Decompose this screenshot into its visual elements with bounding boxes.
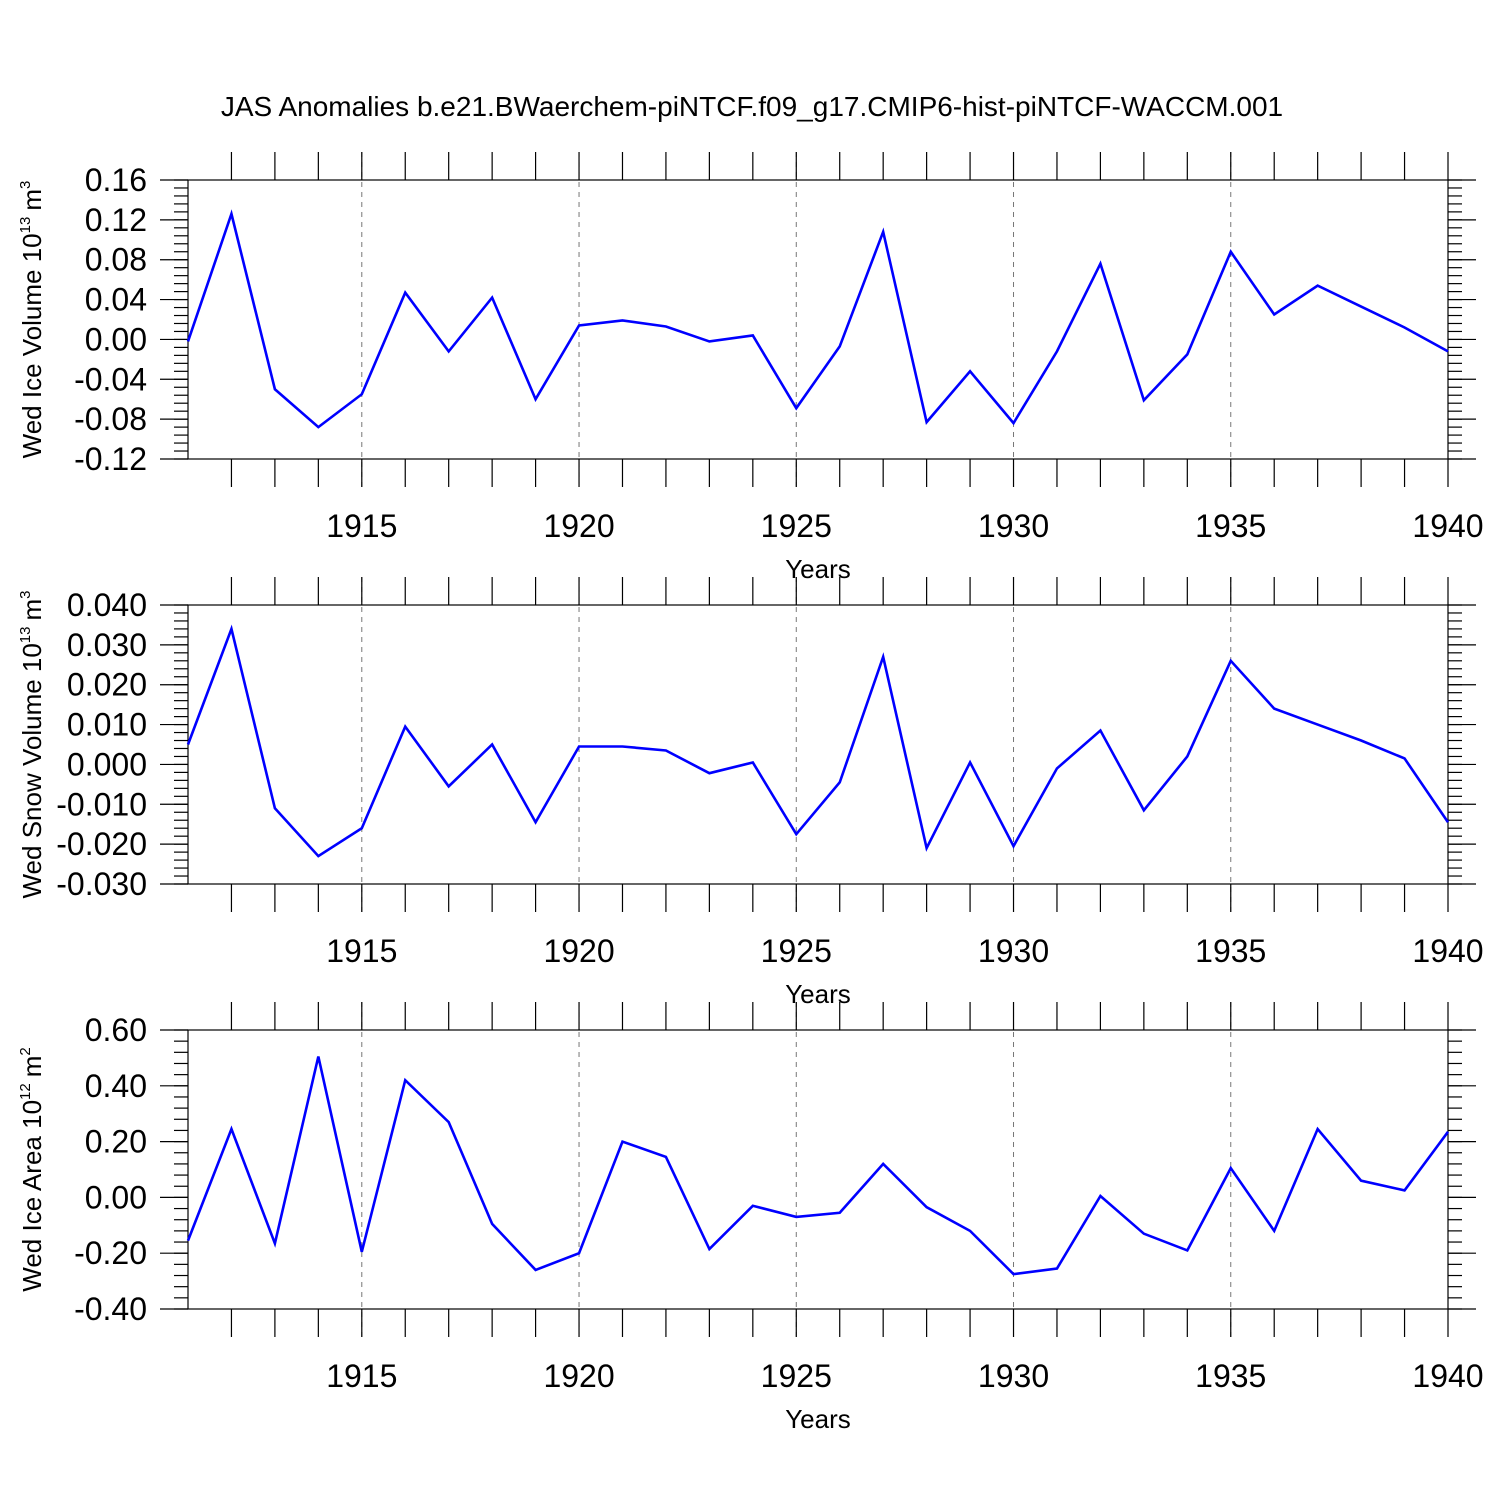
plot-frame <box>187 604 1449 885</box>
y-axis-title: Wed Ice Area 1012 m2 <box>17 1047 47 1291</box>
plot-frame <box>187 1029 1449 1310</box>
y-tick-label: 0.00 <box>85 1179 147 1215</box>
y-axis-title-exponent: 13 <box>17 217 34 234</box>
y-tick-label: -0.010 <box>56 786 147 822</box>
x-tick-label: 1930 <box>978 933 1049 969</box>
x-axis-title: Years <box>785 554 851 584</box>
x-tick-label: 1925 <box>761 1358 832 1394</box>
x-tick-label: 1935 <box>1195 933 1266 969</box>
series-line <box>186 1056 1450 1276</box>
y-axis-title-unit-exponent: 3 <box>17 590 34 598</box>
y-axis-title-exponent: 13 <box>17 626 34 643</box>
y-tick-label: 0.020 <box>67 667 147 703</box>
y-tick-label: 0.16 <box>85 162 147 198</box>
y-axis-title: Wed Snow Volume 1013 m3 <box>17 590 47 898</box>
y-tick-label: 0.000 <box>67 746 147 782</box>
x-tick-label: 1915 <box>326 933 397 969</box>
x-tick-label: 1925 <box>761 933 832 969</box>
x-tick-label: 1930 <box>978 1358 1049 1394</box>
x-tick-label: 1940 <box>1412 508 1483 544</box>
figure-title: JAS Anomalies b.e21.BWaerchem-piNTCF.f09… <box>221 91 1283 122</box>
x-tick-label: 1930 <box>978 508 1049 544</box>
y-tick-label: 0.030 <box>67 627 147 663</box>
y-axis-title-unit: m <box>17 599 47 621</box>
y-axis-title: Wed Ice Volume 1013 m3 <box>17 181 47 459</box>
x-tick-label: 1920 <box>543 1358 614 1394</box>
chart-panel-3: -0.40 -0.20 0.00 0.20 0.40 0.60 1915 1920 1925 19… <box>17 1002 1484 1434</box>
x-axis-title: Years <box>785 1404 851 1434</box>
y-tick-label: -0.12 <box>74 441 147 477</box>
y-tick-label: 0.00 <box>85 321 147 357</box>
y-axis-title-text: Wed Ice Volume 10 <box>17 233 47 458</box>
x-axis-title: Years <box>785 979 851 1009</box>
y-tick-label: 0.20 <box>85 1124 147 1160</box>
y-tick-label: 0.010 <box>67 707 147 743</box>
y-tick-label: -0.020 <box>56 826 147 862</box>
x-tick-label: 1920 <box>543 933 614 969</box>
x-tick-label: 1940 <box>1412 1358 1483 1394</box>
plot-frame <box>187 179 1449 460</box>
y-axis-title-unit: m <box>17 1056 47 1078</box>
y-tick-label: 0.60 <box>85 1012 147 1048</box>
chart-panel-1: -0.12 -0.08 -0.04 0.000.04 0.08 0.12 0.16 1915 1… <box>17 152 1484 584</box>
series-line <box>186 624 1450 858</box>
y-tick-label: 0.40 <box>85 1068 147 1104</box>
y-tick-label: -0.20 <box>74 1235 147 1271</box>
y-tick-label: -0.030 <box>56 866 147 902</box>
y-tick-label: -0.08 <box>74 401 147 437</box>
x-tick-label: 1915 <box>326 1358 397 1394</box>
y-tick-label: -0.04 <box>74 361 147 397</box>
series-line <box>186 209 1449 429</box>
y-axis-title-unit-exponent: 3 <box>17 181 34 189</box>
x-tick-label: 1920 <box>543 508 614 544</box>
y-axis-title-unit-exponent: 2 <box>17 1047 34 1055</box>
x-tick-label: 1915 <box>326 508 397 544</box>
y-axis-title-text: Wed Ice Area 10 <box>17 1100 47 1292</box>
x-tick-label: 1925 <box>761 508 832 544</box>
y-axis-title-unit: m <box>17 189 47 211</box>
y-axis-title-exponent: 12 <box>17 1083 34 1100</box>
y-tick-label: 0.040 <box>67 587 147 623</box>
y-tick-label: -0.40 <box>74 1291 147 1327</box>
x-tick-label: 1940 <box>1412 933 1483 969</box>
y-tick-label: 0.04 <box>85 282 147 318</box>
y-tick-label: 0.08 <box>85 242 147 278</box>
y-axis-title-text: Wed Snow Volume 10 <box>17 643 47 898</box>
x-tick-label: 1935 <box>1195 1358 1266 1394</box>
x-tick-label: 1935 <box>1195 508 1266 544</box>
y-tick-label: 0.12 <box>85 202 147 238</box>
